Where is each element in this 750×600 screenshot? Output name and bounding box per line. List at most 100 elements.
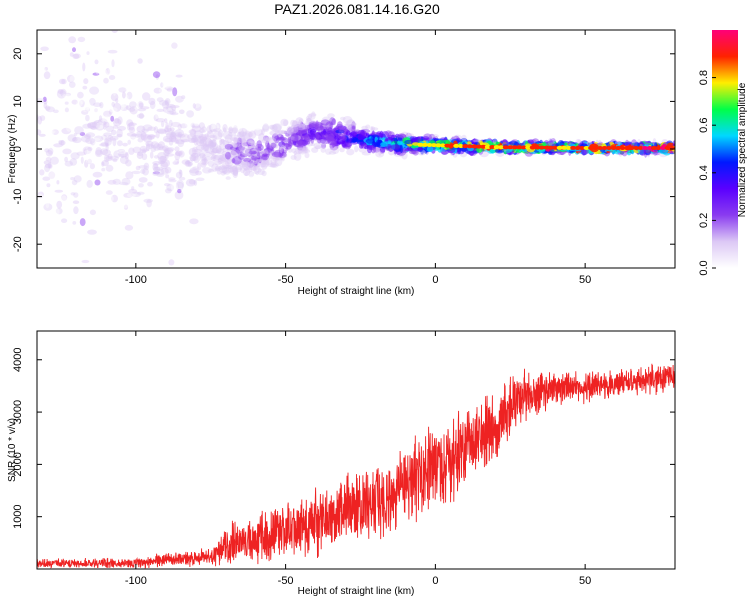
spectrogram-cell — [105, 138, 109, 148]
spectrogram-cell — [246, 151, 256, 158]
spectrogram-cell — [107, 179, 117, 185]
spectrogram-cell — [232, 137, 239, 143]
spectrogram-ridge-cell — [502, 145, 509, 150]
spectrogram-cell — [172, 206, 178, 214]
spectrogram-cell — [222, 124, 228, 133]
spectrogram-cell — [404, 139, 414, 145]
spectrogram-cell — [160, 159, 171, 168]
spectrogram-cell — [234, 142, 243, 152]
spectrogram-cell — [44, 67, 48, 71]
spectrogram-cell — [256, 151, 260, 157]
spectrogram-cell — [164, 86, 174, 91]
spectrogram-cell — [342, 116, 353, 124]
spectrogram-cell — [47, 88, 55, 93]
spectrogram-cell — [148, 108, 153, 114]
spectrogram-cell — [382, 123, 389, 130]
spectrogram-cell — [255, 170, 260, 176]
spectrogram-cell — [153, 155, 159, 159]
spectrogram-cell — [188, 137, 197, 144]
spectrogram-cell — [244, 161, 252, 169]
spectrogram-cell — [47, 147, 54, 155]
spectrogram-cell — [299, 118, 303, 122]
spectrogram-cell — [229, 166, 239, 175]
spectrogram-cell — [178, 176, 186, 181]
spectrogram-cell — [178, 152, 182, 158]
spectrogram-cell — [41, 98, 49, 103]
spectrogram-cell — [101, 167, 106, 172]
spectrogram-cell — [110, 93, 119, 102]
spectrogram-cell — [209, 142, 217, 148]
spectrogram-cell — [201, 136, 208, 140]
spectrogram-ridge-cell — [561, 145, 568, 150]
spectrogram-ridge-cell — [417, 142, 424, 147]
spectrogram-cell — [133, 159, 142, 164]
spectrogram-ridge-cell — [529, 145, 536, 150]
spectrogram-cell — [159, 177, 166, 182]
spectrogram-cell — [37, 105, 44, 114]
spectrogram-cell — [169, 89, 175, 95]
spectrogram-cell — [174, 129, 184, 137]
spectrogram-cell — [44, 163, 52, 169]
spectrogram-cell — [147, 126, 156, 132]
spectrogram-cell — [232, 152, 241, 158]
spectrogram-cell — [66, 123, 72, 132]
spectrogram-cell — [242, 167, 251, 177]
spectrogram-cell — [231, 144, 237, 148]
spectrogram-cell — [236, 137, 243, 146]
spectrogram-cell — [80, 156, 84, 164]
spectrogram-cell — [422, 136, 430, 141]
spectrogram-cell — [230, 149, 237, 156]
spectrogram-cell — [188, 129, 197, 135]
spectrogram-cell — [138, 183, 144, 188]
spectrogram-y-tick-label: -20 — [12, 236, 24, 252]
spectrogram-ridge-cell — [642, 146, 648, 150]
spectrogram-cell — [122, 130, 128, 137]
spectrogram-cell — [164, 98, 171, 105]
spectrogram-cell — [269, 130, 279, 136]
spectrogram-cell — [235, 148, 241, 157]
spectrogram-cell — [273, 151, 283, 160]
spectrogram-cell — [53, 109, 59, 114]
spectrogram-cell — [230, 142, 239, 149]
spectrogram-cell — [210, 129, 218, 133]
spectrogram-cell — [211, 163, 219, 172]
spectrogram-cell — [125, 94, 129, 103]
spectrogram-cell — [123, 192, 133, 198]
spectrogram-cell — [62, 148, 72, 155]
spectrogram-cell — [86, 51, 90, 55]
spectrogram-cell — [380, 142, 388, 147]
spectrogram-cell — [170, 121, 181, 128]
spectrogram-cell — [64, 107, 69, 113]
spectrogram-cell — [197, 162, 202, 171]
spectrogram-cell — [89, 86, 100, 95]
spectrogram-cell — [156, 172, 165, 177]
spectrogram-cell — [346, 119, 356, 127]
spectrogram-cell — [94, 135, 104, 142]
spectrogram-cell — [213, 149, 220, 154]
spectrogram-cell — [447, 148, 456, 153]
snr-x-tick-label: 0 — [432, 575, 438, 587]
spectrogram-cell — [127, 172, 136, 181]
spectrogram-cell — [150, 141, 160, 149]
spectrogram-cell — [166, 183, 175, 192]
spectrogram-cell — [295, 121, 300, 126]
spectrogram-cell — [306, 141, 310, 145]
spectrogram-cell — [123, 184, 128, 192]
spectrogram-cell — [252, 166, 257, 172]
spectrogram-cell — [77, 36, 86, 43]
spectrogram-cell — [122, 142, 128, 147]
spectrogram-cell — [112, 125, 119, 129]
spectrogram-cell — [109, 66, 113, 74]
spectrogram-cell — [307, 113, 313, 119]
spectrogram-cell — [212, 156, 216, 162]
spectrogram-cell — [327, 138, 336, 146]
spectrogram-cell — [225, 164, 234, 169]
spectrogram-cell — [83, 87, 89, 91]
spectrogram-cell — [418, 147, 424, 151]
spectrogram-cell — [83, 148, 88, 155]
spectrogram-cell — [217, 130, 224, 138]
spectrogram-cell — [82, 85, 88, 90]
spectrogram-cell — [192, 102, 201, 108]
